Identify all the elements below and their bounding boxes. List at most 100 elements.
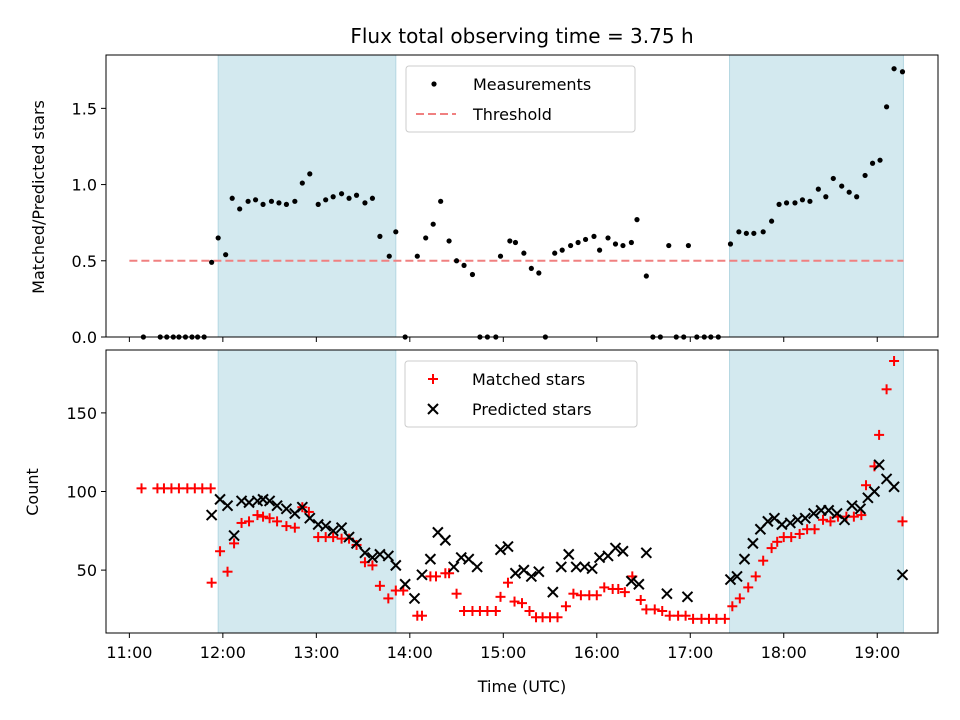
- predicted-stars-point: [799, 512, 811, 524]
- measurements-point: [839, 183, 845, 189]
- matched-stars-point: [711, 613, 722, 624]
- measurements-point: [643, 273, 649, 279]
- predicted-stars-point: [271, 499, 283, 512]
- matched-stars-point: [197, 483, 208, 494]
- predicted-stars-point: [731, 570, 743, 583]
- measurements-point: [612, 241, 619, 247]
- measurements-point: [338, 191, 345, 197]
- ratio-panel-shaded-regions: [217, 54, 904, 338]
- measurements-point: [386, 253, 392, 259]
- predicted-stars-point: [366, 551, 379, 564]
- predicted-stars-point: [439, 534, 452, 546]
- matched-stars-point: [619, 587, 630, 598]
- predicted-stars-point: [747, 537, 759, 550]
- matched-stars-point: [766, 543, 777, 554]
- measurements-point: [276, 200, 282, 206]
- predicted-stars-point: [304, 512, 316, 524]
- measurements-point: [559, 247, 565, 253]
- matched-stars-point: [575, 590, 586, 601]
- matched-stars-point: [351, 539, 362, 550]
- matched-stars-point: [430, 571, 441, 582]
- matched-stars-point: [881, 384, 892, 395]
- ratio-panel-frame: [105, 54, 939, 338]
- measurements-point: [591, 233, 597, 239]
- legend-entry-predicted-stars: Predicted stars: [427, 400, 592, 419]
- xtick-label: 18:00: [761, 643, 807, 662]
- predicted-stars-point: [327, 525, 339, 537]
- matched-stars-point: [613, 583, 624, 594]
- matched-stars-point: [173, 483, 184, 494]
- legend-label-measurements: Measurements: [473, 75, 591, 94]
- matched-stars-point: [560, 601, 571, 612]
- matched-stars-point: [848, 511, 859, 522]
- predicted-stars-point: [868, 485, 881, 498]
- count-ytick-label: 150: [66, 404, 97, 423]
- measurements-point: [346, 195, 352, 201]
- matched-stars-point: [136, 483, 147, 494]
- count-panel-legend: Matched stars Predicted stars: [404, 360, 638, 428]
- count-shaded-region-2: [729, 349, 904, 634]
- measurements-point: [307, 171, 313, 177]
- matched-stars-point: [591, 590, 602, 601]
- measurements-point: [461, 262, 467, 268]
- x-axis-label: Time (UTC): [477, 677, 566, 696]
- measurements-point: [568, 242, 574, 249]
- matched-stars-point: [482, 605, 493, 616]
- matched-stars-point: [229, 538, 240, 549]
- matched-stars-point: [205, 483, 216, 494]
- count-panel-marks: [136, 356, 909, 624]
- matched-stars-point: [641, 604, 652, 615]
- measurements-point: [209, 259, 215, 265]
- measurements-point: [743, 230, 749, 236]
- measurements-point: [899, 69, 906, 75]
- measurements-point: [438, 198, 444, 204]
- matched-stars-point: [215, 546, 226, 557]
- count-ytick-label: 100: [66, 483, 97, 502]
- predicted-stars-point: [784, 517, 797, 529]
- measurements-point: [268, 198, 275, 204]
- predicted-stars-point: [640, 547, 653, 559]
- predicted-stars-point: [681, 591, 694, 603]
- measurements-point: [507, 238, 513, 244]
- matched-stars-point: [552, 612, 563, 623]
- matched-stars-point: [303, 506, 314, 517]
- predicted-stars-point: [724, 573, 737, 586]
- matched-stars-point: [444, 568, 455, 579]
- measurements-point: [883, 104, 890, 110]
- matched-stars-point: [649, 604, 660, 615]
- predicted-stars-point: [448, 561, 460, 573]
- ratio-panel-ylabel: Matched/Predicted stars: [29, 100, 48, 294]
- matched-stars-point: [374, 580, 385, 591]
- measurements-point: [353, 192, 360, 198]
- matched-stars-point: [252, 510, 263, 521]
- count-panel: 50 100 150 11:00 12:00 13:00 14:00 15:00 16:00 17…: [23, 349, 939, 662]
- predicted-stars-point: [570, 561, 582, 573]
- matched-stars-point: [258, 511, 269, 522]
- measurements-point: [323, 197, 329, 203]
- predicted-stars-point: [408, 592, 421, 605]
- ratio-panel: 0.0 0.5 1.0 1.5 Matched/Predicted stars Mea…: [29, 54, 939, 347]
- measurements-point: [292, 198, 298, 204]
- matched-stars-point: [222, 566, 233, 577]
- predicted-stars-point: [846, 499, 858, 512]
- predicted-stars-point: [263, 495, 276, 507]
- measurements-point: [377, 233, 383, 239]
- predicted-stars-point: [822, 504, 835, 517]
- matched-stars-point: [599, 582, 610, 593]
- predicted-stars-point: [525, 570, 538, 583]
- matched-stars-point: [818, 514, 829, 525]
- measurements-point: [685, 242, 692, 249]
- predicted-stars-point: [424, 553, 437, 565]
- measurements-point: [229, 195, 235, 201]
- matched-stars-point: [794, 528, 805, 539]
- ratio-legend-box: [405, 65, 636, 133]
- count-shaded-region-1: [217, 349, 397, 634]
- measurements-point: [620, 242, 626, 249]
- measurements-point: [252, 197, 259, 203]
- ratio-ytick-label: 0.0: [72, 328, 97, 347]
- measurements-point: [430, 221, 436, 227]
- predicted-stars-point: [563, 548, 575, 561]
- measurements-point: [846, 189, 852, 195]
- predicted-stars-point: [382, 550, 395, 562]
- measurements-point: [469, 271, 476, 278]
